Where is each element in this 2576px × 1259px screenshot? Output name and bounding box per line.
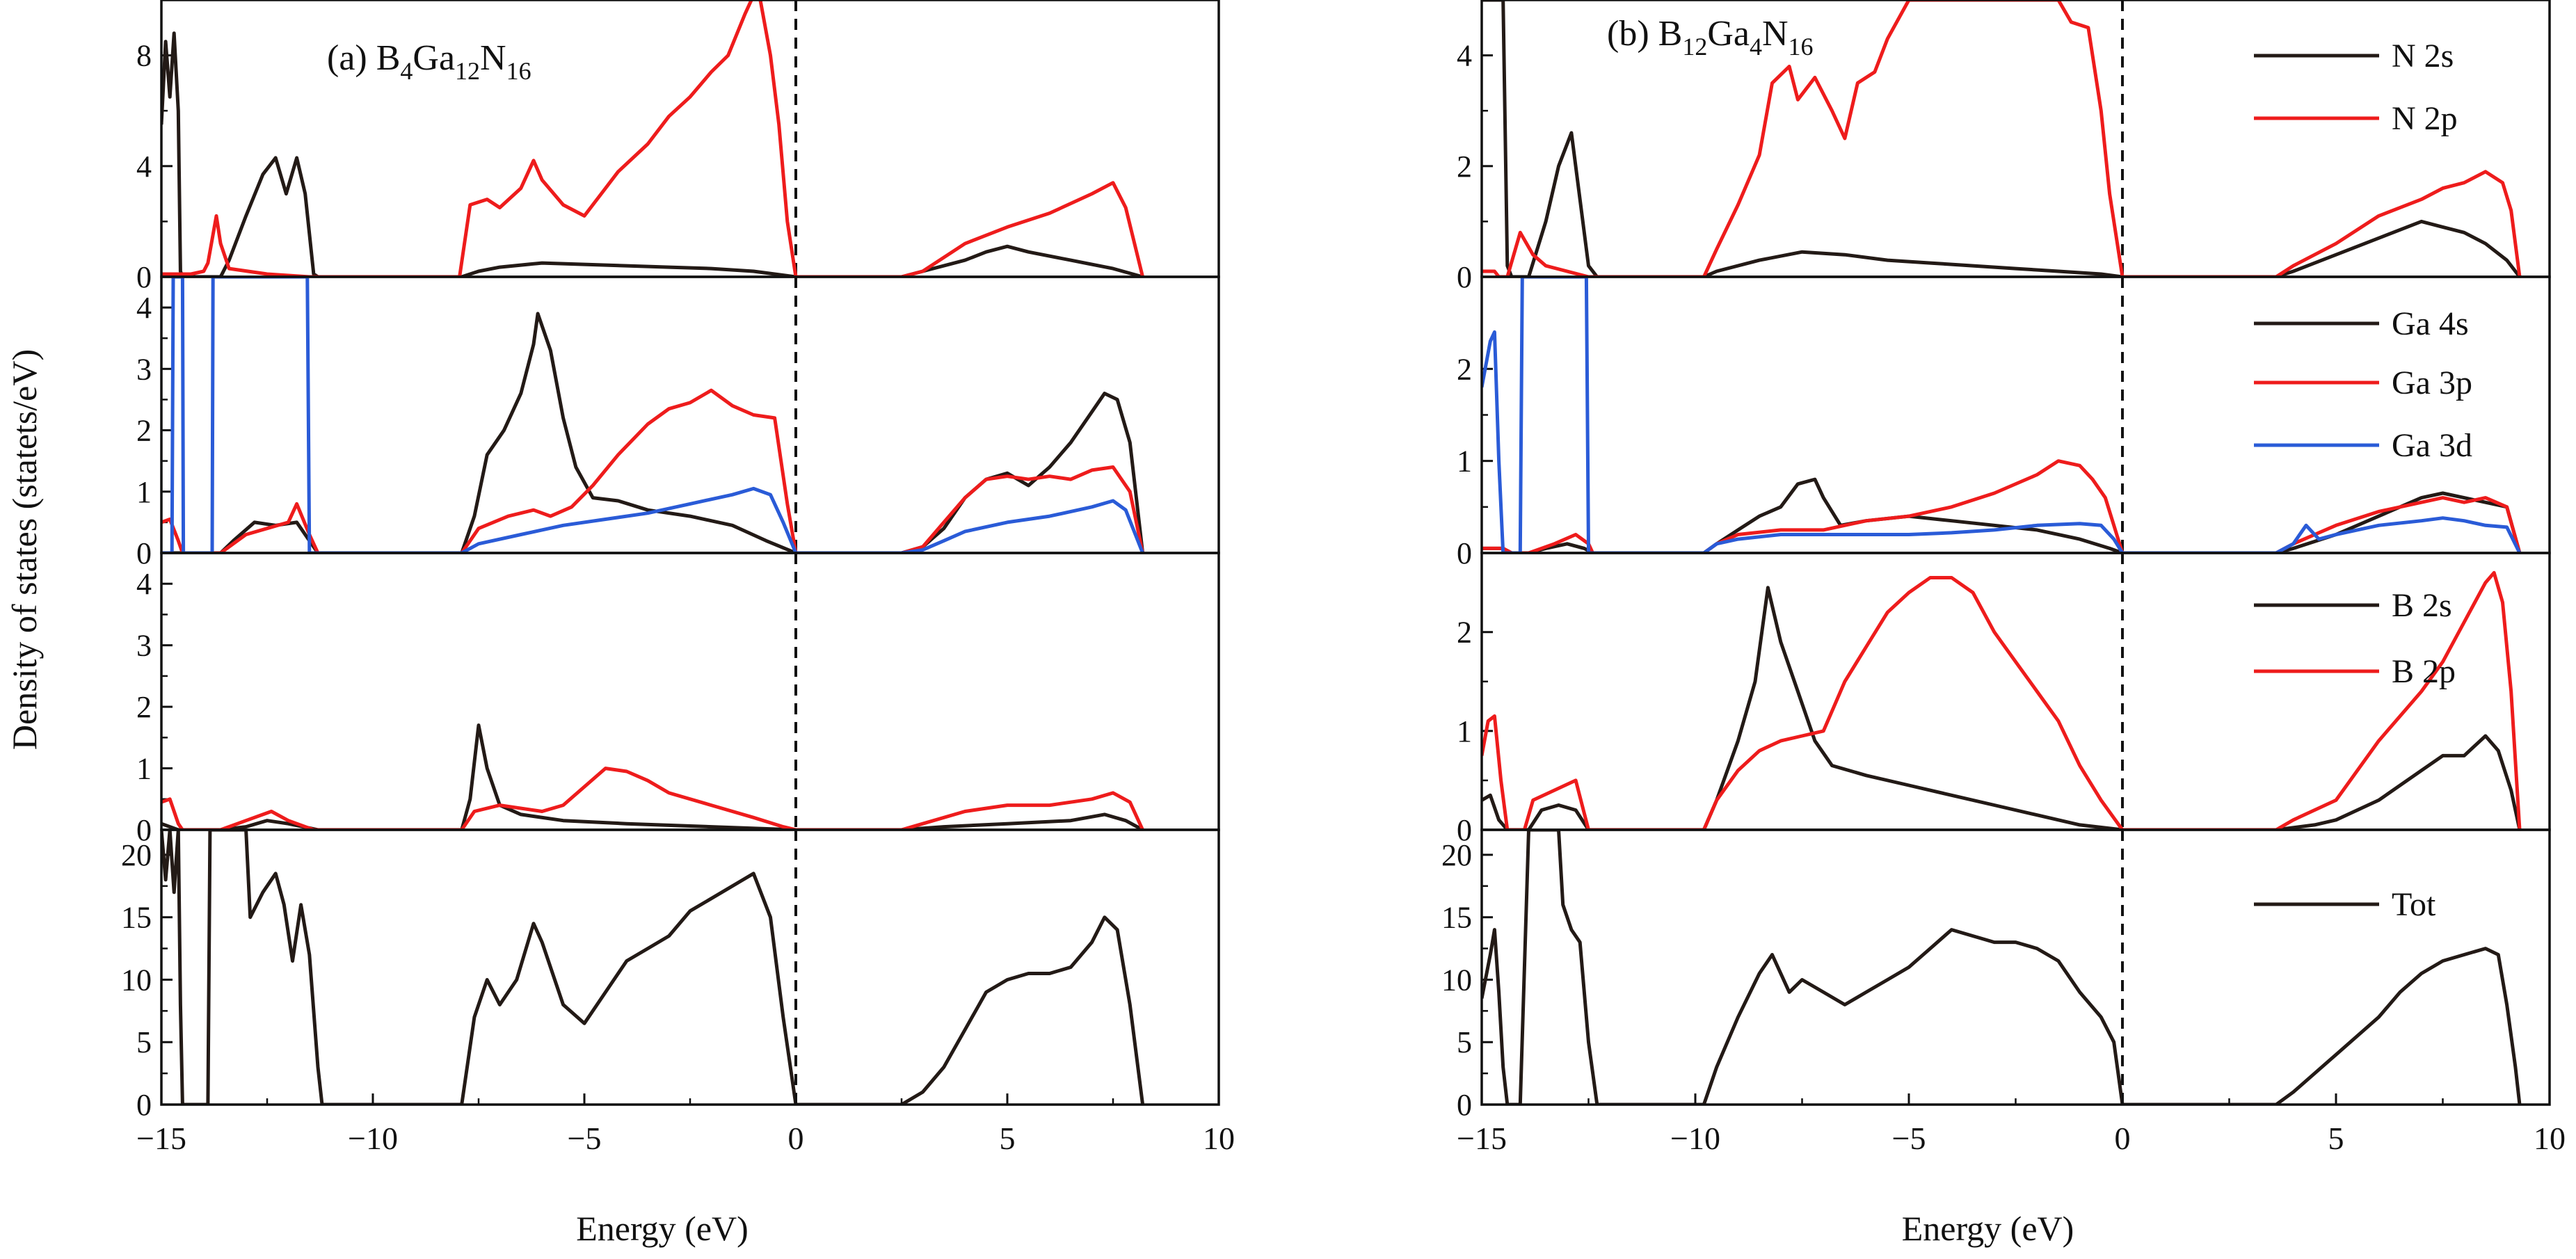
series-ga-3d <box>1482 277 2522 553</box>
y-tick-label: 0 <box>1457 536 1472 570</box>
y-tick-label: 10 <box>1441 963 1472 997</box>
y-tick-label: 15 <box>121 901 152 935</box>
panel-tot-b: 0 5 10 15 20 Tot <box>1441 828 2551 1122</box>
series-ga-3d <box>161 277 1144 553</box>
legend-label: Ga 4s <box>2392 305 2469 342</box>
panel-frame <box>1480 552 2551 831</box>
chart-b: 0 2 4 N 2s N 2p 0 1 2 Ga 4s Ga 3p Ga 3d 0 1 2 B 2s B 2p… <box>1441 0 2566 1248</box>
y-tick-label: 2 <box>136 414 152 448</box>
y-tick-label: 0 <box>136 260 152 294</box>
legend-label: N 2s <box>2392 38 2454 74</box>
x-tick-label: −10 <box>1670 1121 1720 1156</box>
y-tick-label: 3 <box>136 629 152 663</box>
series-n-2s <box>161 31 1144 277</box>
x-tick-label: −5 <box>1892 1121 1926 1156</box>
x-tick-label: 5 <box>2328 1121 2344 1156</box>
y-tick-label: 10 <box>121 963 152 997</box>
series-b-2s <box>161 723 1144 830</box>
series-ga-3p <box>1482 459 2522 553</box>
y-tick-label: 5 <box>136 1025 152 1059</box>
y-tick-label: 15 <box>1441 901 1472 935</box>
panel-frame <box>160 552 1220 831</box>
y-tick-label: 1 <box>136 475 152 509</box>
y-tick-label: 20 <box>121 838 152 872</box>
series-n-2s <box>1482 0 2521 277</box>
y-tick-label: 1 <box>1457 444 1472 479</box>
y-tick-label: 0 <box>136 536 152 570</box>
y-tick-label: 4 <box>136 567 152 601</box>
series-b-2s <box>1482 586 2522 830</box>
y-tick-label: 0 <box>136 813 152 847</box>
y-tick-label: 4 <box>1457 39 1472 73</box>
y-tick-label: 2 <box>1457 616 1472 650</box>
chart-title: (a) B4Ga12N16 <box>327 38 531 85</box>
series-n-2p <box>1482 0 2522 277</box>
x-axis-label: Energy (eV) <box>1902 1209 2074 1248</box>
y-axis-label: Density of states (statets/eV) <box>5 349 44 750</box>
legend-label: N 2p <box>2392 100 2458 137</box>
panel-b-b: 0 1 2 B 2s B 2p <box>1457 552 2551 847</box>
legend-label: B 2p <box>2392 653 2456 690</box>
series-ga-3p <box>161 388 1145 553</box>
y-tick-label: 4 <box>136 291 152 325</box>
x-tick-label: −10 <box>348 1121 398 1156</box>
y-tick-label: 20 <box>1441 838 1472 872</box>
panel-tot-a: 0 5 10 15 20 <box>121 828 1220 1122</box>
y-tick-label: 1 <box>136 752 152 786</box>
y-tick-label: 0 <box>1457 260 1472 294</box>
y-tick-label: 3 <box>136 352 152 386</box>
x-tick-label: −15 <box>1457 1121 1507 1156</box>
panel-b-a: 0 1 2 3 4 <box>136 552 1220 847</box>
series-tot <box>1482 830 2522 1105</box>
x-tick-label: −5 <box>568 1121 602 1156</box>
y-tick-label: 4 <box>136 150 152 184</box>
panel-ga-b: 0 1 2 Ga 4s Ga 3p Ga 3d <box>1457 275 2551 570</box>
x-tick-label: 10 <box>1203 1121 1235 1156</box>
x-tick-label: 5 <box>1000 1121 1016 1156</box>
series-tot <box>161 830 1145 1105</box>
legend-label: Tot <box>2392 886 2436 923</box>
panel-frame <box>1480 828 2551 1106</box>
legend-label: B 2s <box>2392 587 2452 624</box>
series-n-2p <box>161 0 1145 277</box>
panel-n-a: 0 4 8 <box>136 0 1220 294</box>
x-tick-label: 10 <box>2534 1121 2566 1156</box>
series-b-2p <box>161 767 1144 830</box>
chart-title: (b) B12Ga4N16 <box>1607 14 1814 61</box>
y-tick-label: 5 <box>1457 1025 1472 1059</box>
y-tick-label: 8 <box>136 39 152 73</box>
y-tick-label: 2 <box>1457 352 1472 386</box>
y-tick-label: 0 <box>136 1088 152 1122</box>
legend-label: Ga 3d <box>2392 427 2472 464</box>
y-tick-label: 2 <box>1457 150 1472 184</box>
x-tick-label: −15 <box>136 1121 186 1156</box>
panel-frame <box>160 275 1220 554</box>
legend-label: Ga 3p <box>2392 364 2472 401</box>
panel-frame <box>160 0 1220 278</box>
y-tick-label: 2 <box>136 690 152 724</box>
y-tick-label: 0 <box>1457 1088 1472 1122</box>
x-tick-label: 0 <box>788 1121 804 1156</box>
y-tick-label: 1 <box>1457 714 1472 748</box>
x-axis-label: Energy (eV) <box>576 1209 749 1248</box>
x-tick-label: 0 <box>2115 1121 2131 1156</box>
y-tick-label: 0 <box>1457 813 1472 847</box>
panel-ga-a: 0 1 2 3 4 <box>136 275 1220 570</box>
panel-n-b: 0 2 4 N 2s N 2p <box>1457 0 2551 294</box>
panel-frame <box>160 828 1220 1106</box>
series-b-2p <box>1482 570 2522 830</box>
